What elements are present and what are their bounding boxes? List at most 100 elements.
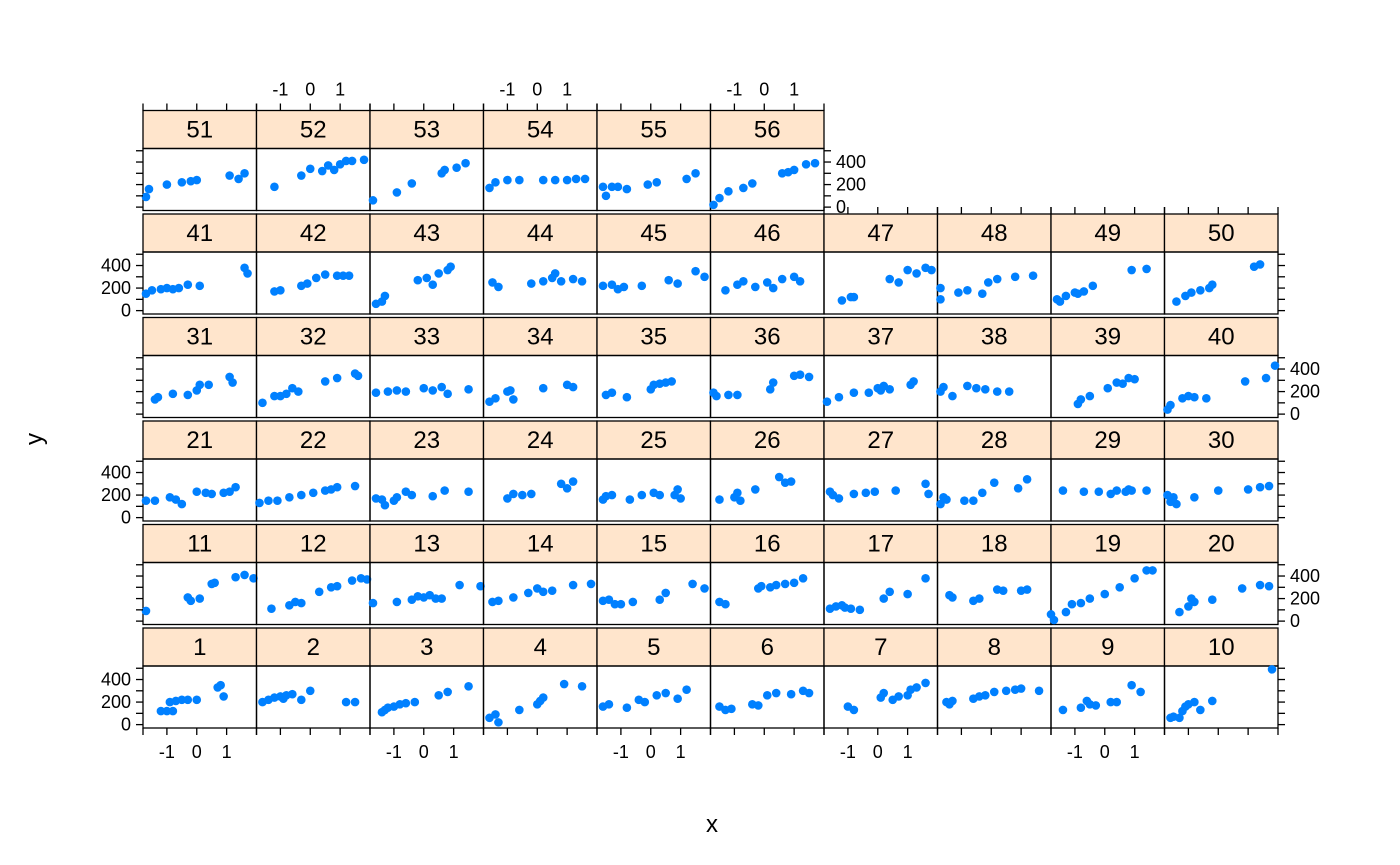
panel-frame — [1163, 561, 1279, 626]
data-point — [518, 490, 527, 500]
data-point — [320, 377, 330, 386]
panel-strip — [369, 109, 485, 150]
data-point — [1076, 703, 1086, 713]
panel-47: 47 — [823, 213, 939, 315]
panel-strip-label: 26 — [754, 427, 781, 454]
panel-30: 30 — [1163, 420, 1279, 522]
data-point — [243, 269, 252, 278]
data-point — [1213, 486, 1223, 495]
y-tick-label: 0 — [121, 301, 131, 321]
data-point — [362, 575, 372, 584]
y-tick-label: 0 — [1290, 611, 1300, 631]
x-tick-label: -1 — [159, 742, 175, 762]
data-point — [1237, 584, 1247, 593]
panel-strip-label: 37 — [867, 324, 894, 351]
data-point — [168, 706, 178, 716]
x-tick-label: -1 — [499, 80, 515, 100]
data-point — [332, 373, 342, 383]
data-point — [795, 277, 805, 286]
data-point — [285, 493, 294, 502]
panel-11: 11 — [141, 523, 258, 626]
panel-20: 20 — [1163, 523, 1279, 626]
data-point — [768, 378, 778, 387]
y-tick-label: 0 — [121, 715, 131, 735]
data-point — [234, 174, 243, 184]
data-point — [709, 200, 718, 210]
y-tick-label: 200 — [1290, 589, 1320, 609]
data-point — [562, 175, 572, 185]
panel-44: 44 — [482, 213, 598, 315]
panel-18: 18 — [936, 523, 1052, 626]
data-point — [162, 180, 172, 189]
data-point — [1100, 589, 1110, 599]
data-point — [568, 580, 578, 590]
data-point — [786, 689, 796, 699]
data-point — [240, 570, 249, 580]
data-point — [1190, 392, 1199, 402]
panel-strip — [823, 627, 939, 667]
panel-strip-label: 3 — [420, 634, 433, 661]
data-point — [607, 280, 617, 289]
panel-1: 1 — [142, 627, 258, 729]
data-point — [294, 387, 303, 396]
data-point — [715, 193, 724, 203]
data-point — [503, 175, 512, 185]
data-point — [476, 581, 485, 591]
panel-frame — [596, 561, 712, 626]
x-tick-label: 1 — [562, 80, 572, 100]
data-point — [455, 580, 464, 590]
data-point — [494, 596, 503, 606]
y-tick-label: 0 — [121, 508, 131, 528]
panel-9: 9 — [1050, 627, 1166, 729]
data-point — [762, 278, 772, 287]
data-point — [712, 391, 721, 401]
data-point — [1028, 271, 1038, 280]
data-point — [1196, 705, 1205, 715]
data-point — [739, 277, 748, 286]
data-point — [798, 573, 808, 583]
data-point — [488, 278, 497, 287]
panel-strip — [1163, 420, 1279, 460]
data-point — [753, 701, 763, 710]
data-point — [332, 271, 342, 280]
data-point — [673, 279, 682, 288]
data-point — [891, 486, 900, 495]
data-point — [1172, 297, 1181, 306]
data-point — [204, 380, 214, 390]
data-point — [1076, 395, 1086, 404]
panel-strip-label: 38 — [981, 324, 1008, 351]
panel-strip-label: 13 — [413, 531, 440, 558]
panel-45: 45 — [596, 213, 712, 315]
data-point — [428, 280, 438, 289]
data-point — [231, 572, 240, 582]
panel-7: 7 — [823, 627, 939, 729]
panel-strip-label: 4 — [534, 634, 547, 661]
panel-strip — [1050, 627, 1166, 667]
panel-25: 25 — [596, 420, 712, 522]
data-point — [780, 579, 790, 589]
data-point — [789, 578, 799, 588]
panel-strip — [709, 316, 825, 357]
x-axis-col-4 — [482, 728, 598, 735]
data-point — [715, 495, 724, 504]
panel-frame — [709, 147, 825, 212]
panel-37: 37 — [822, 316, 939, 419]
data-point — [413, 275, 423, 285]
panel-8: 8 — [936, 627, 1052, 729]
panel-strip-label: 55 — [640, 117, 667, 144]
panel-strip-label: 32 — [300, 324, 327, 351]
data-point — [380, 500, 390, 510]
data-point — [550, 269, 560, 278]
data-point — [864, 388, 874, 398]
panel-23: 23 — [369, 420, 485, 522]
panel-strip — [482, 420, 598, 460]
data-point — [524, 588, 533, 598]
panel-strip-label: 24 — [527, 427, 554, 454]
data-point — [443, 389, 452, 399]
data-point — [288, 689, 297, 699]
data-point — [1261, 373, 1271, 383]
panel-strip-label: 23 — [413, 427, 440, 454]
panel-strip — [709, 420, 825, 460]
panel-strip — [369, 213, 485, 253]
data-point — [195, 281, 205, 291]
